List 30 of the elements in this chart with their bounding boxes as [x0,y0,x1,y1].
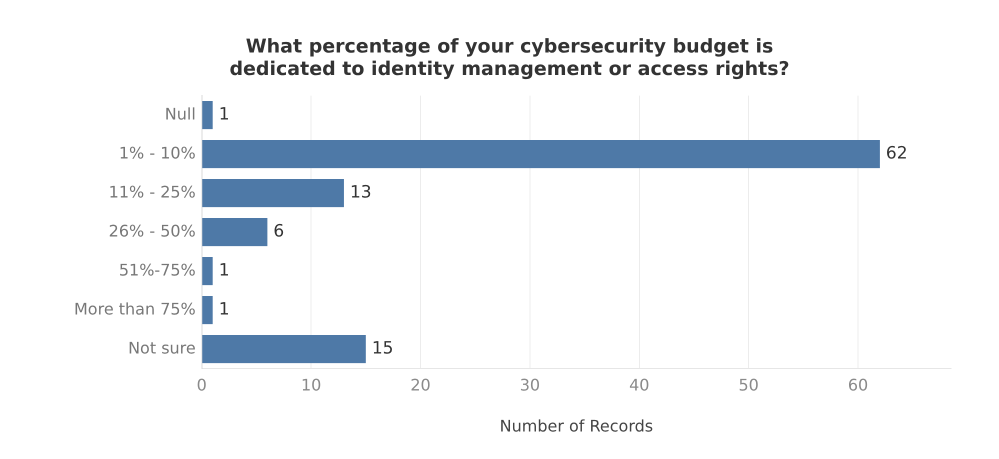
y-tick-label: More than 75% [74,299,196,318]
bar [202,218,268,246]
y-tick-label: Not sure [128,338,196,358]
x-axis-title: Number of Records [500,416,654,436]
data-label: 1 [218,300,230,320]
chart-title: What percentage of your cybersecurity budget is dedicated to identity management or access rights? [229,35,790,80]
data-label: 1 [218,104,230,125]
y-tick-label: Null [164,104,196,124]
data-label: 6 [273,222,284,242]
x-tick-label: 60 [848,375,868,394]
y-tick-label: 1% - 10% [118,143,196,162]
x-tick-label: 50 [738,375,759,394]
y-tick-label: 26% - 50% [108,221,196,240]
x-tick-label: 30 [520,375,540,394]
y-tick-label: 11% - 25% [108,182,196,202]
bar [202,296,213,324]
x-tick-label: 20 [410,375,431,394]
bar [202,101,213,130]
x-tick-label: 0 [196,375,207,394]
bar [202,179,344,208]
data-label: 1 [218,260,230,281]
bar [202,257,213,286]
bar [202,335,366,364]
x-tick-label: 40 [629,375,650,394]
data-label: 62 [886,144,908,164]
y-tick-label: 51%-75% [118,260,196,280]
data-label: 15 [372,338,394,359]
data-label: 13 [350,182,372,203]
x-tick-label: 10 [300,375,322,394]
bar [202,140,880,168]
